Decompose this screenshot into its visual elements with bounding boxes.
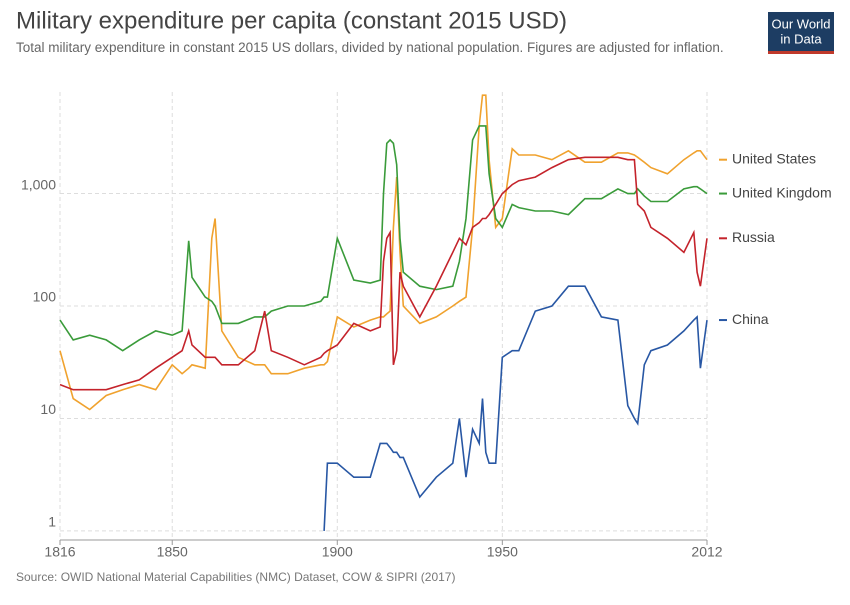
legend-label: United States [732, 150, 816, 166]
logo-box [768, 12, 834, 54]
y-tick-label: 10 [40, 401, 56, 417]
series-line [323, 285, 708, 531]
legend-label: Russia [732, 229, 775, 245]
x-tick-label: 1816 [44, 544, 75, 560]
y-tick-label: 100 [33, 289, 57, 305]
logo-line: Our World [772, 16, 831, 31]
source-note: Source: OWID National Material Capabilit… [16, 570, 455, 584]
logo-line: in Data [780, 31, 822, 46]
x-tick-label: 1850 [157, 544, 188, 560]
series-line [59, 94, 708, 411]
logo-bar [768, 51, 834, 54]
chart-title: Military expenditure per capita (constan… [16, 7, 567, 34]
x-tick-label: 1900 [322, 544, 353, 560]
chart-subtitle: Total military expenditure in constant 2… [16, 40, 724, 55]
x-tick-label: 1950 [487, 544, 518, 560]
plot-area: 1 10 100 1,000 1816 1850 1900 1950 2012 United St… [21, 92, 832, 560]
series-line [59, 156, 708, 391]
y-tick-label: 1,000 [21, 176, 56, 192]
subtitle-box: Total military expenditure in constant 2… [16, 40, 724, 55]
series-line [59, 125, 708, 352]
x-tick-label: 2012 [691, 544, 722, 560]
legend-label: China [732, 311, 769, 327]
legend-label: United Kingdom [732, 184, 832, 200]
y-tick-label: 1 [48, 514, 56, 530]
